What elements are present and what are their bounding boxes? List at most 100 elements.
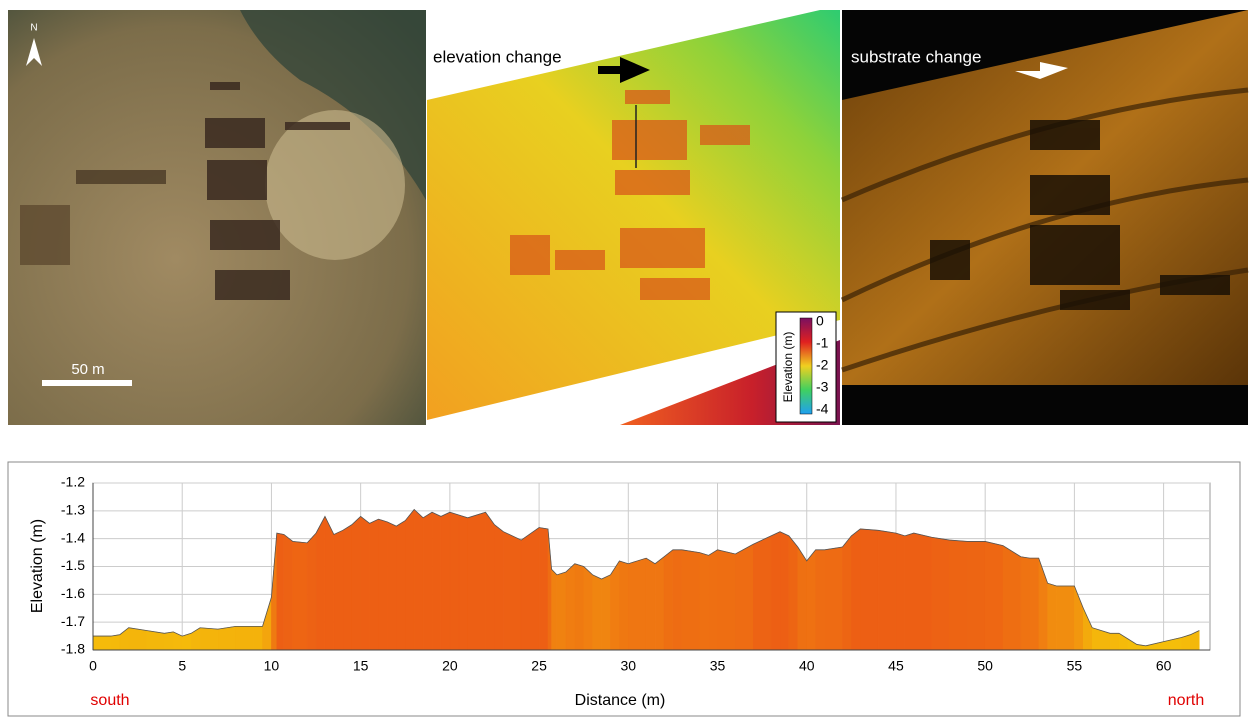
- area-segment: [343, 525, 352, 650]
- area-segment: [325, 516, 334, 650]
- figure: N 50 m elevation change Elevation (m) 0 …: [0, 0, 1250, 723]
- area-segment: [423, 512, 432, 650]
- area-segment: [602, 575, 611, 650]
- x-tick-label: 0: [89, 658, 97, 674]
- area-segment: [967, 541, 985, 650]
- y-tick-label: -1.2: [61, 474, 85, 490]
- area-segment: [361, 516, 370, 650]
- area-segment: [432, 512, 441, 650]
- scale-label: 50 m: [71, 361, 104, 378]
- area-segment: [459, 515, 468, 650]
- area-segment: [93, 636, 111, 650]
- area-segment: [468, 512, 486, 650]
- area-segment: [1057, 586, 1075, 650]
- area-segment: [486, 512, 495, 650]
- area-segment: [277, 533, 284, 650]
- x-tick-label: 25: [531, 658, 547, 674]
- x-tick-label: 15: [353, 658, 369, 674]
- area-segment: [628, 558, 646, 650]
- bathymetry-panel: elevation change Elevation (m) 0 -1 -2 -…: [427, 10, 840, 425]
- area-segment: [949, 540, 967, 650]
- area-segment: [593, 575, 602, 650]
- elevation-annotation: elevation change: [433, 47, 562, 66]
- area-segment: [825, 547, 843, 650]
- area-segment: [521, 528, 539, 650]
- area-segment: [218, 626, 236, 650]
- x-tick-label: 5: [178, 658, 186, 674]
- colorbar-tick: -1: [816, 335, 829, 351]
- area-segment: [557, 572, 566, 650]
- area-segment: [405, 509, 414, 650]
- area-segment: [771, 532, 780, 650]
- area-segment: [503, 532, 521, 650]
- area-segment: [450, 512, 459, 650]
- area-segment: [1003, 546, 1021, 650]
- colorbar-tick: 0: [816, 313, 824, 329]
- x-tick-label: 40: [799, 658, 815, 674]
- area-segment: [807, 550, 816, 650]
- area-segment: [584, 567, 593, 651]
- area-segment: [200, 628, 218, 650]
- area-segment: [1048, 583, 1057, 650]
- area-segment: [254, 626, 263, 650]
- y-tick-label: -1.7: [61, 613, 85, 629]
- area-segment: [129, 628, 147, 650]
- area-segment: [378, 519, 387, 650]
- area-segment: [932, 537, 950, 650]
- area-segment: [316, 516, 325, 650]
- compass: N: [30, 23, 37, 34]
- area-segment: [414, 509, 423, 650]
- area-segment: [293, 541, 307, 650]
- x-tick-label: 55: [1067, 658, 1083, 674]
- annotation: south: [90, 692, 129, 709]
- x-tick-label: 50: [977, 658, 993, 674]
- colorbar-tick: -4: [816, 401, 829, 417]
- area-segment: [700, 553, 709, 650]
- satellite-panel: N 50 m: [8, 10, 426, 425]
- y-tick-label: -1.3: [61, 502, 85, 518]
- area-segment: [494, 525, 503, 650]
- page: N 50 m elevation change Elevation (m) 0 …: [0, 0, 1250, 728]
- area-segment: [780, 532, 789, 650]
- area-segment: [334, 530, 343, 650]
- area-segment: [896, 533, 905, 650]
- area-segment: [851, 529, 860, 650]
- area-segment: [552, 569, 557, 650]
- annotation: north: [1168, 692, 1204, 709]
- area-segment: [164, 632, 173, 650]
- colorbar-tick: -2: [816, 357, 829, 373]
- area-segment: [307, 533, 316, 650]
- area-segment: [914, 533, 932, 650]
- y-tick-label: -1.5: [61, 557, 85, 573]
- area-segment: [236, 626, 254, 650]
- area-segment: [798, 547, 807, 650]
- area-segment: [816, 550, 825, 650]
- x-tick-label: 10: [264, 658, 280, 674]
- y-axis-label: Elevation (m): [29, 519, 46, 613]
- area-segment: [985, 541, 1003, 650]
- scale-bar: [42, 380, 132, 386]
- area-segment: [370, 519, 379, 650]
- area-segment: [1030, 558, 1039, 650]
- area-segment: [619, 561, 628, 650]
- y-tick-label: -1.8: [61, 641, 85, 657]
- colorbar-tick: -3: [816, 379, 829, 395]
- area-segment: [905, 533, 914, 650]
- x-tick-label: 20: [442, 658, 458, 674]
- area-segment: [753, 536, 771, 650]
- area-segment: [664, 550, 673, 650]
- colorbar: [800, 318, 812, 414]
- sonar-panel: substrate change: [842, 10, 1248, 425]
- x-tick-label: 60: [1156, 658, 1172, 674]
- area-segment: [566, 564, 575, 650]
- area-segment: [111, 635, 120, 650]
- area-segment: [682, 550, 700, 650]
- area-segment: [352, 516, 361, 650]
- area-segment: [1021, 557, 1030, 650]
- substrate-annotation: substrate change: [851, 47, 981, 66]
- area-segment: [673, 550, 682, 650]
- area-segment: [735, 544, 753, 650]
- y-tick-label: -1.6: [61, 585, 85, 601]
- area-segment: [878, 530, 896, 650]
- x-tick-label: 35: [710, 658, 726, 674]
